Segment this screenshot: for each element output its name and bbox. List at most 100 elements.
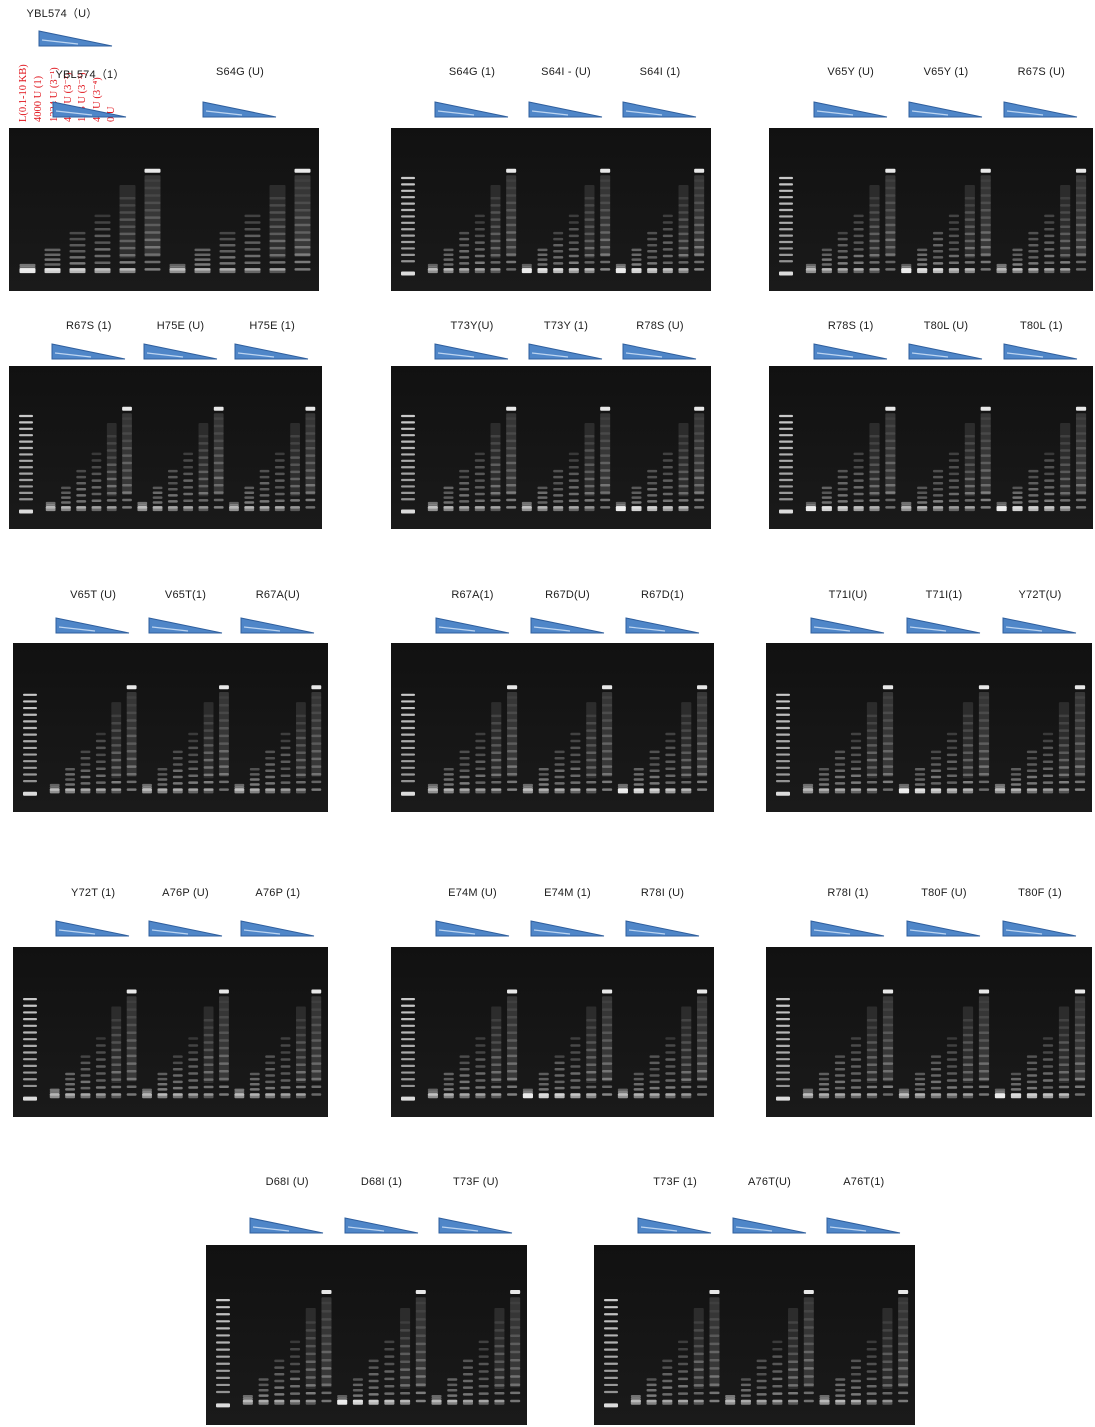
dilution-triangle-icon [435, 617, 509, 634]
dna-smear [678, 423, 689, 497]
dna-band [1060, 246, 1071, 250]
dna-band [474, 234, 485, 238]
dna-smear [978, 996, 990, 1082]
ladder-band [776, 1004, 790, 1007]
dna-band [111, 788, 122, 791]
ladder-band [216, 1355, 230, 1358]
dna-band [697, 726, 708, 730]
dna-smear [869, 423, 880, 497]
dna-band [665, 1093, 676, 1096]
dna-band [932, 506, 944, 509]
dna-band [415, 1301, 426, 1305]
dna-band [978, 726, 990, 730]
dna-band [821, 501, 832, 504]
dna-band [600, 186, 611, 190]
dna-band [837, 268, 848, 274]
dna-band [258, 1383, 269, 1387]
dna-band [122, 417, 132, 420]
dna-band [694, 469, 705, 472]
dna-band [427, 783, 438, 787]
dna-band [834, 756, 846, 760]
dna-band [259, 506, 270, 512]
dna-band [978, 1023, 990, 1027]
dna-band [188, 1086, 199, 1089]
dna-band [494, 1391, 505, 1395]
dna-band [1012, 253, 1023, 257]
dna-band [756, 1393, 767, 1396]
dna-smear [694, 413, 705, 495]
ladder-band [19, 478, 33, 482]
dna-band [126, 719, 137, 722]
dna-band [1012, 501, 1023, 504]
dna-band [570, 1058, 581, 1061]
dna-band [681, 1063, 692, 1067]
dna-band [219, 1085, 229, 1088]
dna-band [1044, 465, 1055, 469]
dna-band [474, 268, 485, 271]
dna-band [265, 750, 276, 754]
dna-band [1074, 757, 1086, 761]
dna-band [866, 1392, 877, 1395]
gel-image [594, 1245, 915, 1425]
dna-band [1074, 1039, 1086, 1042]
dna-band [1074, 773, 1086, 776]
dna-band [646, 1399, 657, 1403]
dna-band [478, 1385, 489, 1388]
dna-band [294, 238, 311, 242]
dilution-triangle-icon [625, 617, 699, 634]
dna-band [459, 506, 470, 512]
dna-band [948, 221, 960, 224]
dna-band [665, 746, 676, 750]
ladder-band [401, 271, 415, 276]
dna-band [568, 479, 579, 482]
ladder-band [23, 733, 37, 736]
dna-band [1058, 773, 1070, 777]
dna-band [507, 1008, 518, 1011]
dna-band [962, 1093, 974, 1096]
dna-band [980, 201, 991, 205]
dna-band [853, 241, 864, 244]
dna-band [384, 1392, 395, 1395]
ladder-band [19, 446, 33, 450]
sample-label: A76P (U) [162, 887, 209, 899]
dna-band [95, 781, 106, 784]
dna-band [459, 1061, 470, 1065]
dna-band [198, 506, 209, 509]
dna-band [964, 449, 975, 452]
dna-band [600, 260, 611, 264]
dna-band [602, 1016, 613, 1019]
dna-band [219, 1070, 229, 1073]
dna-band [649, 769, 660, 773]
dna-band [459, 494, 470, 497]
dna-band [443, 268, 454, 271]
dna-band [853, 479, 864, 482]
dna-band [506, 216, 517, 219]
dna-band [633, 783, 644, 786]
dna-band [400, 1376, 411, 1379]
ladder-band [216, 1348, 230, 1351]
dna-band [866, 1085, 878, 1089]
dna-band [803, 1383, 814, 1386]
dna-band [898, 1399, 909, 1403]
dna-band [568, 492, 579, 496]
dna-band [885, 454, 896, 457]
dna-band [678, 506, 689, 509]
dna-band [662, 1373, 673, 1376]
dna-band [1075, 469, 1087, 472]
dna-band [586, 1070, 597, 1074]
ladder-band [401, 434, 415, 437]
dna-band [788, 1399, 799, 1405]
dna-band [431, 1397, 442, 1400]
dna-band [311, 1008, 322, 1011]
dna-band [1012, 486, 1023, 490]
dna-band [474, 479, 485, 482]
gel-image [766, 643, 1092, 812]
dna-band [962, 1078, 974, 1081]
dna-band [321, 1391, 332, 1395]
dna-band [586, 736, 597, 740]
dna-band [106, 484, 117, 488]
dna-smear [203, 1006, 214, 1083]
dna-band [234, 1093, 245, 1099]
dna-band [946, 788, 958, 794]
dna-band [1044, 479, 1055, 482]
